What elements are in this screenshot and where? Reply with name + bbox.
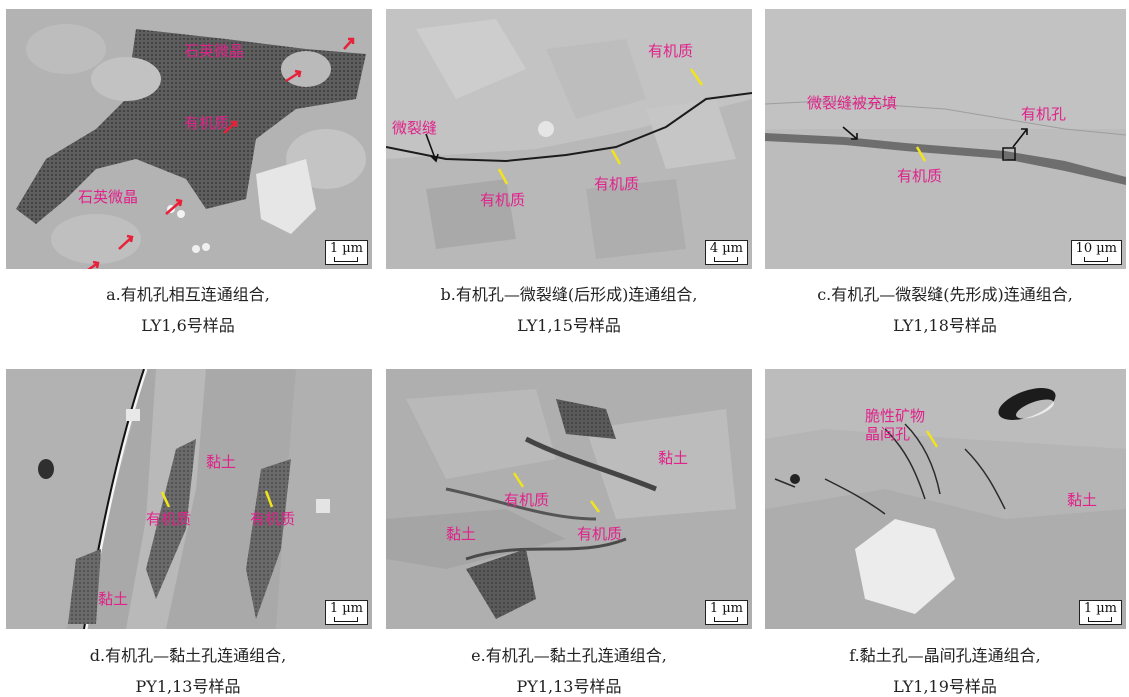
scale-bar: 1 µm <box>324 599 368 625</box>
sem-image-e: 黏土 有机质 有机质 黏土 1 µm <box>386 369 752 629</box>
caption-line1: a.有机孔相互连通组合, <box>106 285 270 304</box>
annotation-label: 微裂缝被充填 <box>807 94 898 112</box>
annotation-label: 黏土 <box>98 590 129 608</box>
scale-bar: 1 µm <box>1078 599 1122 625</box>
scale-bar: 1 µm <box>324 239 368 265</box>
annotation-label: 有机质 <box>504 491 550 509</box>
annotation-label: 有机质 <box>594 175 640 193</box>
annotation-label: 有机质 <box>648 42 694 60</box>
caption-line1: f.黏土孔—晶间孔连通组合, <box>849 646 1041 665</box>
sem-image-a: 石英微晶 有机质 石英微晶 1 µm <box>6 9 372 269</box>
caption-line2: LY1,19号样品 <box>893 677 997 696</box>
annotation-label: 有机质 <box>480 191 526 209</box>
sem-image-f: 脆性矿物 晶间孔 黏土 1 µm <box>765 369 1126 629</box>
caption-line1: d.有机孔—黏土孔连通组合, <box>89 646 287 665</box>
annotation-label: 黏土 <box>206 453 237 471</box>
annotation-label: 有机质 <box>146 510 192 528</box>
scale-bar: 10 µm <box>1070 239 1122 265</box>
annotation-label: 黏土 <box>446 525 477 543</box>
annotation-label: 黏土 <box>1067 491 1098 509</box>
annotation-label: 脆性矿物 <box>865 407 926 425</box>
caption-line1: e.有机孔—黏土孔连通组合, <box>471 646 667 665</box>
annotation-label: 微裂缝 <box>392 119 438 137</box>
scale-bar: 1 µm <box>704 599 748 625</box>
caption-line2: LY1,6号样品 <box>141 316 235 335</box>
annotation-label: 有机孔 <box>1021 105 1067 123</box>
annotation-label: 有机质 <box>897 167 943 185</box>
scale-bar: 4 µm <box>704 239 748 265</box>
sem-image-d: 黏土 有机质 有机质 黏土 1 µm <box>6 369 372 629</box>
caption-line2: PY1,13号样品 <box>135 677 241 696</box>
sem-image-c: 微裂缝被充填 有机孔 有机质 10 µm <box>765 9 1126 269</box>
annotation-label: 有机质 <box>184 114 230 132</box>
annotation-label: 有机质 <box>250 510 296 528</box>
caption-line2: PY1,13号样品 <box>516 677 622 696</box>
annotation-label: 晶间孔 <box>865 425 911 443</box>
caption-line2: LY1,15号样品 <box>517 316 621 335</box>
annotation-label: 石英微晶 <box>184 42 245 60</box>
annotation-label: 黏土 <box>658 449 689 467</box>
annotation-label: 有机质 <box>577 525 623 543</box>
sem-image-b: 有机质 微裂缝 有机质 有机质 4 µm <box>386 9 752 269</box>
annotation-label: 石英微晶 <box>78 188 139 206</box>
caption-line2: LY1,18号样品 <box>893 316 997 335</box>
caption-line1: b.有机孔—微裂缝(后形成)连通组合, <box>440 285 698 304</box>
caption-line1: c.有机孔—微裂缝(先形成)连通组合, <box>817 285 1073 304</box>
